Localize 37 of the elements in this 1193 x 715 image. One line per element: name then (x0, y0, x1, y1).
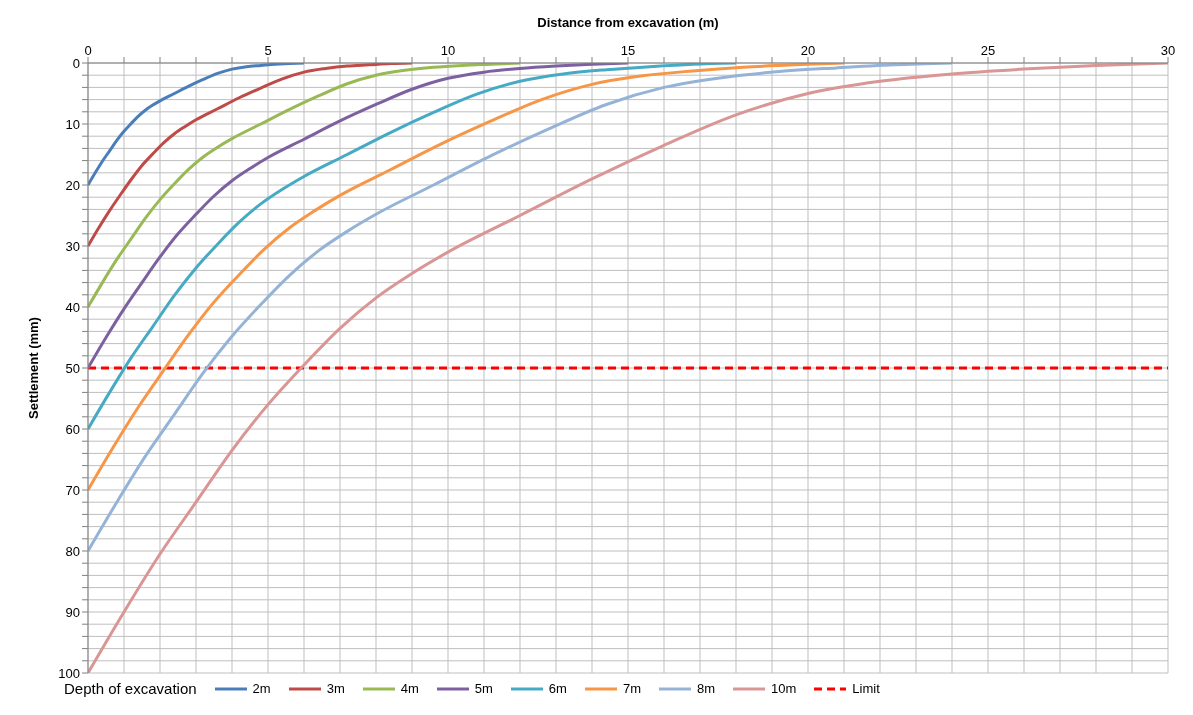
y-axis-title: Settlement (mm) (25, 317, 41, 419)
y-tick-label: 90 (65, 604, 80, 620)
x-axis-title: Distance from excavation (m) (537, 15, 719, 31)
x-tick-label: 0 (84, 43, 92, 58)
y-tick-label: 0 (72, 55, 80, 71)
legend-label: 10m (770, 681, 797, 696)
line-series (88, 63, 954, 553)
legend-label: 2m (251, 681, 271, 696)
legend-label: 4m (399, 681, 419, 696)
y-tick-label: 70 (65, 482, 80, 498)
y-tick-label: 10 (65, 116, 80, 132)
legend-title: Depth of excavation (64, 680, 197, 697)
legend-label: 3m (325, 681, 345, 696)
y-tick-label: 80 (65, 543, 80, 559)
x-tick-label: 10 (440, 43, 456, 58)
legend-label: 8m (695, 681, 716, 696)
x-tick-label: 25 (980, 43, 996, 58)
y-tick-label: 100 (58, 665, 80, 681)
line-series (88, 63, 738, 431)
legend-label: 6m (547, 681, 567, 696)
x-tick-label: 20 (800, 43, 816, 58)
y-tick-label: 50 (65, 360, 80, 376)
line-series (88, 63, 522, 309)
x-tick-label: 5 (264, 43, 272, 58)
legend-label: Limit (851, 681, 880, 696)
legend-label: 7m (621, 681, 641, 696)
line-series (88, 63, 630, 370)
y-tick-label: 40 (65, 299, 80, 315)
x-tick-label: 30 (1160, 43, 1176, 58)
line-series (88, 63, 846, 492)
line-series (88, 63, 306, 187)
x-tick-label: 15 (620, 43, 636, 58)
y-tick-label: 60 (65, 421, 80, 437)
legend-label: 5m (473, 681, 493, 696)
line-series (88, 63, 414, 248)
y-tick-label: 30 (65, 238, 80, 254)
y-tick-label: 20 (65, 177, 80, 193)
